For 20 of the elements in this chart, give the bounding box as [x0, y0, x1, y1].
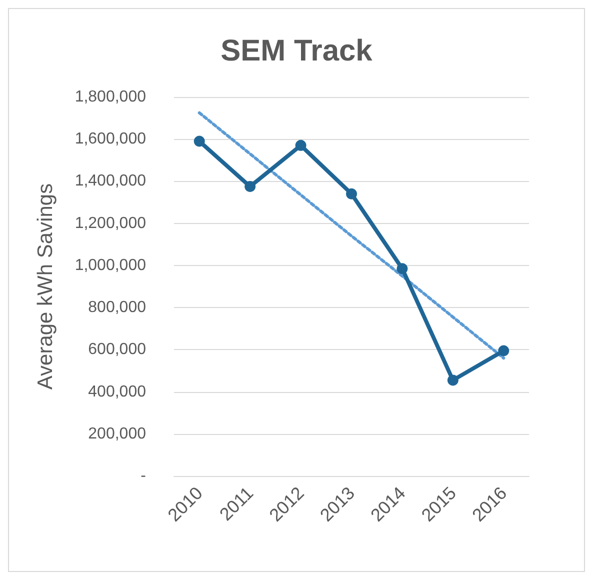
y-tick-label: 400,000: [88, 383, 146, 400]
point: [295, 140, 306, 151]
y-tick-label: 1,600,000: [74, 130, 146, 148]
y-tick-label: 600,000: [88, 341, 146, 358]
chart-title: SEM Track: [220, 34, 373, 68]
y-tick-label: 1,200,000: [74, 214, 146, 232]
point: [498, 345, 510, 356]
y-tick-label: 1,400,000: [74, 172, 146, 190]
y-axis-title: Average kWh Savings: [34, 183, 57, 390]
y-tick-label: 800,000: [88, 299, 146, 316]
point: [447, 374, 458, 386]
line-series: [198, 111, 506, 360]
point: [396, 263, 408, 274]
point: [244, 180, 256, 192]
point: [346, 188, 357, 200]
y-tick-label: 1,000,000: [74, 256, 146, 274]
y-tick-label: 1,800,000: [74, 88, 146, 106]
y-tick-label: 200,000: [88, 425, 146, 442]
y-tick-label: -: [140, 468, 146, 484]
point: [194, 136, 205, 147]
